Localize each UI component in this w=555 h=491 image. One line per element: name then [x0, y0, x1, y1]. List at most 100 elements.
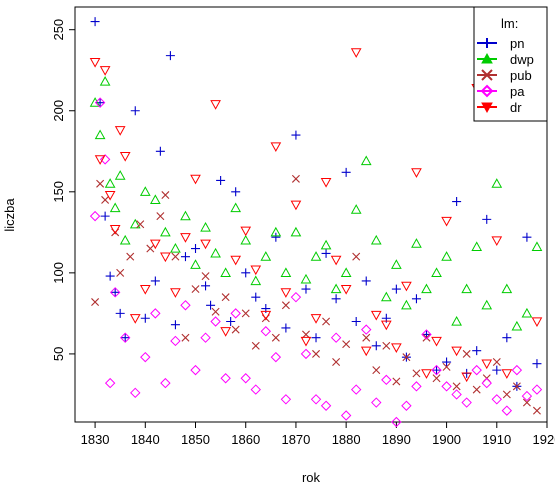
data-point-dr: [114, 126, 126, 136]
data-point-pa: [320, 400, 332, 411]
data-point-pa: [330, 332, 342, 343]
data-point-dwp: [129, 218, 141, 229]
data-point-dr: [340, 284, 352, 295]
data-point-dr: [300, 336, 312, 347]
legend-label-dwp: dwp: [510, 52, 534, 67]
data-point-pub: [502, 390, 511, 399]
data-point-pn: [492, 365, 502, 375]
data-point-pa: [421, 329, 432, 340]
data-point-dwp: [421, 283, 432, 294]
data-point-pub: [101, 195, 110, 204]
data-point-pa: [471, 364, 482, 376]
data-point-dwp: [501, 283, 513, 294]
data-point-dr: [330, 255, 342, 266]
y-axis-title: liczba: [2, 198, 17, 232]
data-point-pn: [321, 248, 331, 258]
data-point-pub: [281, 301, 290, 310]
data-point-dr: [391, 343, 402, 353]
data-point-pub: [156, 212, 165, 221]
data-point-dwp: [481, 299, 493, 310]
data-point-pub: [442, 362, 451, 371]
data-point-pa: [340, 410, 352, 421]
data-point-pub: [181, 333, 190, 342]
data-point-pa: [240, 373, 251, 384]
data-point-pa: [431, 364, 442, 376]
data-point-pub: [291, 174, 300, 183]
data-point-pub: [362, 333, 371, 342]
data-point-dr: [170, 288, 181, 298]
series-pa: [89, 97, 543, 428]
data-point-dr: [200, 239, 211, 250]
data-point-pa: [401, 400, 412, 411]
data-point-pa: [94, 97, 106, 108]
data-point-pn: [351, 316, 361, 326]
data-point-pn: [165, 51, 175, 61]
data-point-pa: [451, 389, 462, 400]
data-point-dwp: [441, 251, 452, 261]
data-point-dwp: [370, 234, 382, 245]
data-point-dr: [270, 142, 282, 152]
data-point-pn: [361, 276, 371, 286]
data-point-pa: [280, 394, 292, 405]
data-point-pub: [116, 268, 125, 277]
data-point-pub: [492, 358, 501, 367]
data-point-dr: [149, 239, 161, 250]
data-point-dwp: [200, 221, 211, 232]
data-point-pn: [140, 313, 150, 323]
data-point-pa: [150, 308, 161, 319]
x-tick-label: 1880: [332, 432, 361, 447]
data-point-pub: [96, 179, 105, 188]
data-point-dr: [350, 48, 362, 58]
data-point-pa: [391, 416, 402, 428]
data-point-pa: [511, 364, 523, 376]
data-point-dwp: [320, 239, 332, 250]
data-point-dwp: [250, 275, 262, 286]
data-point-pn: [201, 281, 211, 291]
data-point-pn: [231, 187, 241, 197]
data-point-pa: [200, 332, 211, 343]
legend-marker-pa: [480, 84, 494, 98]
data-point-dwp: [521, 307, 533, 318]
data-point-dr: [139, 284, 151, 295]
data-point-pn: [452, 197, 462, 207]
data-point-pn: [502, 333, 512, 343]
data-point-pub: [472, 385, 481, 394]
data-point-pa: [260, 326, 272, 337]
y-tick-label: 50: [51, 347, 66, 361]
data-point-pn: [522, 232, 532, 242]
data-point-pa: [290, 291, 302, 303]
data-point-dr: [240, 226, 252, 237]
data-point-dr: [320, 177, 332, 188]
data-point-dwp: [531, 241, 543, 252]
data-point-pa: [220, 373, 231, 384]
data-point-dr: [401, 281, 412, 292]
data-point-pub: [91, 298, 100, 307]
series-dwp: [89, 76, 543, 331]
data-point-dwp: [431, 267, 442, 277]
data-point-dr: [531, 317, 543, 328]
data-point-pa: [350, 384, 362, 395]
data-point-dr: [290, 200, 302, 211]
data-point-dr: [370, 310, 382, 321]
data-point-pub: [532, 406, 541, 415]
data-point-pub: [231, 325, 240, 334]
data-point-dwp: [114, 170, 126, 180]
data-point-dwp: [360, 155, 372, 166]
data-point-pa: [300, 348, 312, 360]
data-point-dwp: [109, 202, 121, 213]
data-point-pa: [411, 381, 422, 392]
data-point-dwp: [94, 129, 106, 140]
data-point-dwp: [350, 204, 362, 214]
data-point-pub: [241, 309, 250, 318]
data-point-pa: [250, 384, 261, 395]
data-point-pub: [382, 341, 391, 350]
data-point-dr: [160, 252, 171, 263]
data-point-dwp: [230, 202, 242, 213]
data-point-dwp: [451, 315, 462, 326]
x-axis: 1830 1840 1850 1860 1870 1880 1890 1900 1910 1920: [81, 422, 555, 447]
data-point-pn: [411, 294, 421, 304]
data-point-dwp: [160, 226, 171, 237]
data-point-pub: [522, 398, 531, 407]
data-point-pub: [512, 382, 521, 391]
